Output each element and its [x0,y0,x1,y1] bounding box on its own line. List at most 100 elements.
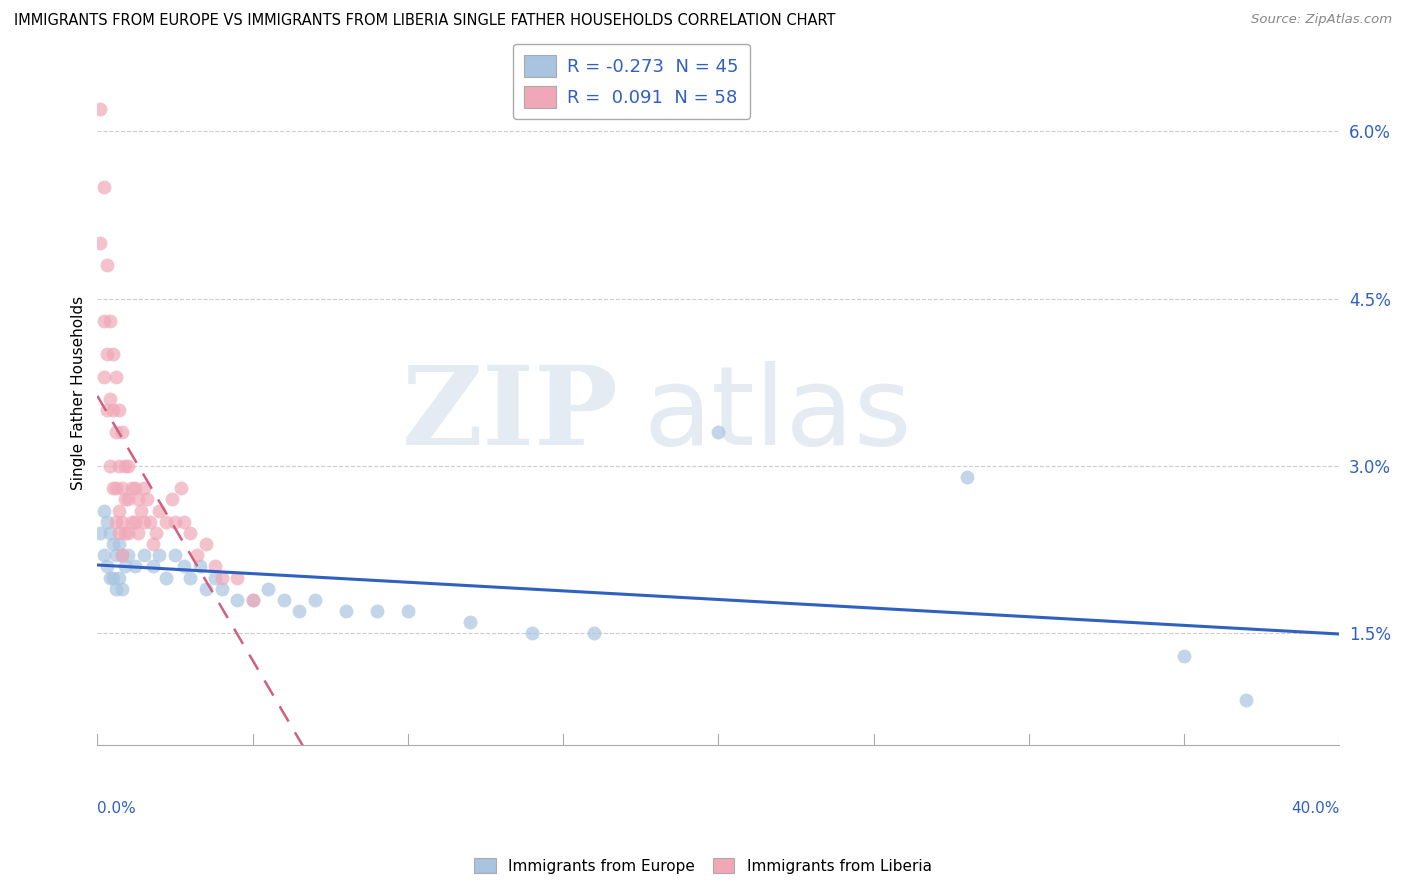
Point [114,492,136,507]
Point [186,549,208,563]
Point [155,571,177,585]
Point [226,593,249,607]
Point [155,515,177,529]
Point [96,347,118,361]
Point [108,503,131,517]
Point [93,549,115,563]
Point [583,626,606,640]
Point [148,503,170,517]
Point [89,525,111,540]
Legend: Immigrants from Europe, Immigrants from Liberia: Immigrants from Europe, Immigrants from … [468,852,938,880]
Point [288,604,311,618]
Point [111,515,134,529]
Point [104,515,127,529]
Point [396,604,419,618]
Point [101,481,124,495]
Point [117,492,139,507]
Point [132,515,155,529]
Point [160,492,183,507]
Point [98,458,121,473]
Point [242,593,264,607]
Point [114,458,136,473]
Text: IMMIGRANTS FROM EUROPE VS IMMIGRANTS FROM LIBERIA SINGLE FATHER HOUSEHOLDS CORRE: IMMIGRANTS FROM EUROPE VS IMMIGRANTS FRO… [14,13,835,29]
Point [96,559,118,574]
Point [1234,693,1257,707]
Point [1173,648,1195,663]
Point [98,525,121,540]
Point [520,626,543,640]
Point [127,525,149,540]
Point [111,425,134,440]
Point [93,314,115,328]
Point [104,481,127,495]
Point [104,425,127,440]
Point [98,571,121,585]
Point [139,515,162,529]
Text: 40.0%: 40.0% [1291,801,1340,816]
Point [124,481,146,495]
Point [195,582,218,596]
Point [108,537,131,551]
Point [104,549,127,563]
Point [142,537,165,551]
Point [101,571,124,585]
Point [101,537,124,551]
Point [104,369,127,384]
Point [93,369,115,384]
Point [211,571,233,585]
Point [111,481,134,495]
Point [108,571,131,585]
Point [273,593,295,607]
Point [124,559,146,574]
Point [111,549,134,563]
Point [108,458,131,473]
Point [335,604,357,618]
Point [111,582,134,596]
Point [98,314,121,328]
Point [173,559,195,574]
Point [89,235,111,250]
Point [121,515,143,529]
Point [89,102,111,116]
Point [257,582,280,596]
Point [226,571,249,585]
Point [195,537,218,551]
Point [142,559,165,574]
Point [304,593,326,607]
Point [101,347,124,361]
Point [129,503,152,517]
Point [204,559,226,574]
Point [211,582,233,596]
Point [204,571,226,585]
Point [127,492,149,507]
Point [707,425,730,440]
Text: 0.0%: 0.0% [97,801,136,816]
Point [96,258,118,272]
Point [188,559,211,574]
Point [121,481,143,495]
Point [179,525,201,540]
Point [114,559,136,574]
Point [108,403,131,417]
Point [366,604,388,618]
Point [148,549,170,563]
Point [956,470,979,484]
Point [104,582,127,596]
Point [173,515,195,529]
Point [458,615,481,630]
Point [117,525,139,540]
Y-axis label: Single Father Households: Single Father Households [72,296,86,491]
Legend: R = -0.273  N = 45, R =  0.091  N = 58: R = -0.273 N = 45, R = 0.091 N = 58 [513,44,749,119]
Point [132,549,155,563]
Point [117,458,139,473]
Text: atlas: atlas [644,361,912,468]
Point [179,571,201,585]
Point [93,180,115,194]
Point [117,549,139,563]
Point [124,515,146,529]
Point [132,481,155,495]
Text: Source: ZipAtlas.com: Source: ZipAtlas.com [1251,13,1392,27]
Point [163,549,186,563]
Point [108,525,131,540]
Point [96,515,118,529]
